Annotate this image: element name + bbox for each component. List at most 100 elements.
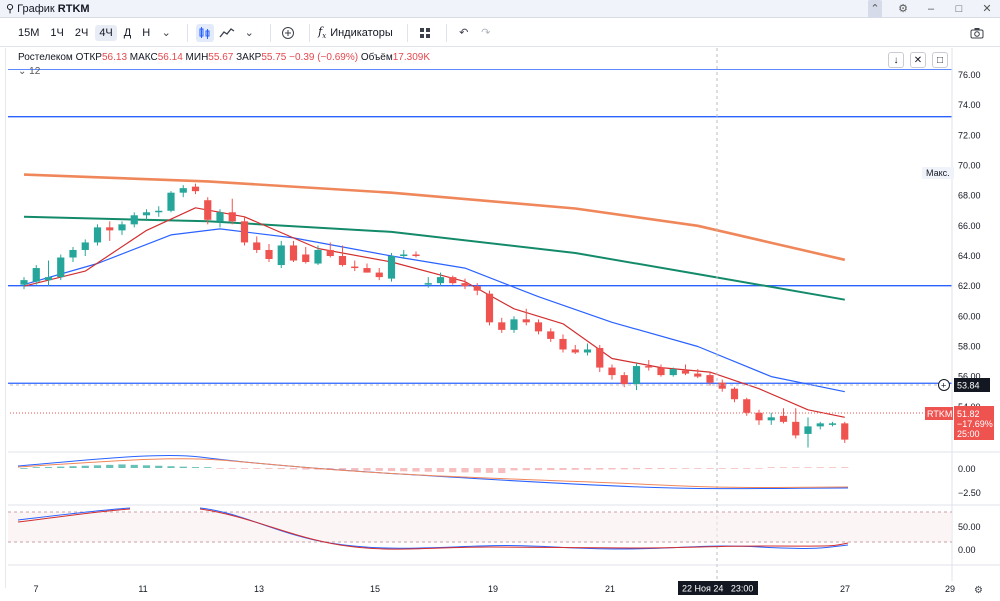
- svg-text:+: +: [941, 381, 946, 391]
- time-tick-label: 29: [945, 584, 955, 594]
- candle-body: [228, 212, 236, 222]
- candle-body: [694, 373, 702, 377]
- candle-body: [289, 245, 298, 261]
- macd-histogram-bar: [363, 468, 371, 471]
- maximize-icon[interactable]: □: [955, 3, 963, 15]
- candle-body: [32, 268, 40, 282]
- collapse-icon[interactable]: ⌃: [868, 0, 882, 18]
- instrument-name[interactable]: Ростелеком: [18, 52, 73, 63]
- chevron-down-icon[interactable]: ⌄: [244, 27, 254, 39]
- axis-settings-icon[interactable]: ⚙: [974, 585, 983, 596]
- close-value: 55.75: [261, 52, 287, 63]
- price-tick-label: 56.00: [958, 372, 981, 382]
- macd-histogram-bar: [534, 468, 543, 471]
- candle-body: [130, 215, 138, 225]
- rsi-band: [8, 512, 952, 542]
- settings-icon[interactable]: ⚙: [898, 3, 908, 15]
- macd-histogram-bar: [412, 468, 420, 472]
- macd-histogram-bar: [779, 467, 788, 468]
- price-tick-label: 74.00: [958, 100, 981, 110]
- redo-icon[interactable]: ↷: [481, 27, 491, 39]
- macd-histogram-bar: [620, 468, 628, 470]
- macd-histogram-bar: [583, 468, 592, 470]
- macd-line: [17, 454, 849, 490]
- candle-body: [485, 293, 494, 323]
- macd-signal-line: [17, 458, 849, 488]
- candle-body: [657, 367, 665, 376]
- timeframe-4h[interactable]: 4Ч: [95, 24, 117, 41]
- price-tick-label: 60.00: [958, 311, 981, 321]
- candle-body: [375, 272, 383, 278]
- macd-histogram-bar: [828, 467, 837, 468]
- max-label: Макс.: [926, 168, 950, 178]
- toolbar-divider: [309, 23, 311, 42]
- time-axis[interactable]: 7 11 13 15 19 21 27 29: [33, 584, 955, 594]
- toolbar-divider: [445, 23, 447, 42]
- timeframe-day[interactable]: Д: [123, 26, 132, 39]
- candle-body: [779, 415, 788, 422]
- macd-histogram-bar: [510, 468, 518, 471]
- candle-body: [841, 423, 849, 440]
- candle-body: [240, 221, 249, 243]
- candle-body: [498, 322, 506, 330]
- last-price-badge: RTKM 51.82 −17.69% 25:00: [925, 406, 994, 440]
- macd-histogram-bar: [204, 467, 212, 468]
- time-tick-label: 11: [138, 584, 147, 594]
- candle-body: [326, 249, 334, 256]
- candle-body: [351, 266, 359, 269]
- time-tick-label: 27: [840, 584, 850, 594]
- time-tick-label: 13: [254, 584, 264, 594]
- candle-body: [424, 283, 432, 285]
- undo-icon[interactable]: ↶: [459, 27, 469, 39]
- indicator-toggle[interactable]: ⌄ 12: [18, 66, 430, 77]
- macd-histogram-bar: [473, 468, 481, 473]
- timeframe-2h[interactable]: 2Ч: [74, 26, 89, 39]
- timeframe-1h[interactable]: 1Ч: [50, 26, 64, 39]
- timeframe-week[interactable]: Н: [142, 26, 151, 39]
- candle-body: [81, 242, 89, 250]
- last-price-change: −17.69%: [957, 419, 993, 429]
- macd-histogram-bar: [106, 464, 114, 468]
- candle-body: [669, 369, 677, 376]
- price-tick-label: 72.00: [958, 130, 981, 140]
- candle-body: [265, 249, 273, 260]
- chevron-down-icon[interactable]: ⌄: [161, 27, 171, 39]
- macd-histogram-bar: [277, 468, 285, 470]
- arrow-down-icon[interactable]: ↓: [888, 52, 904, 68]
- candle-body: [730, 388, 739, 400]
- indicators-button[interactable]: fx Индикаторы: [318, 25, 393, 40]
- line-chart-icon[interactable]: [218, 24, 236, 42]
- candle-body: [191, 186, 200, 192]
- drawing-tools-bar[interactable]: [0, 48, 6, 588]
- camera-icon[interactable]: [968, 24, 986, 42]
- add-compare-icon[interactable]: [279, 24, 297, 42]
- layouts-grid-icon[interactable]: [416, 24, 434, 42]
- price-axis-bg: [952, 48, 1000, 581]
- macd-histogram-bar: [142, 465, 151, 468]
- indicators-label: Индикаторы: [330, 26, 393, 39]
- macd-histogram-bar: [375, 468, 383, 471]
- candle-body: [804, 426, 812, 434]
- minimize-icon[interactable]: –: [927, 3, 935, 15]
- maximize-pane-icon[interactable]: □: [932, 52, 948, 68]
- rsi-signal-line: [17, 508, 849, 550]
- macd-histogram-bar: [57, 466, 65, 468]
- ma-blue-line: [23, 228, 845, 393]
- volume-label: Объём: [360, 52, 393, 63]
- toolbar-divider: [270, 23, 272, 42]
- candle-body: [302, 254, 310, 263]
- macd-histogram-bar: [338, 468, 347, 471]
- price-tick-label: 68.00: [958, 191, 981, 201]
- candle-body: [412, 254, 420, 256]
- collapse-pane-icon[interactable]: ✕: [910, 52, 926, 68]
- macd-histogram-bar: [118, 464, 126, 468]
- price-axis[interactable]: 76.00 74.00 72.00 70.00 68.00 66.00 64.00 62.00…: [951, 48, 1000, 581]
- candles-icon[interactable]: [196, 23, 215, 42]
- candle-body: [718, 382, 726, 389]
- timeframe-15m[interactable]: 15М: [18, 26, 40, 39]
- close-icon[interactable]: ✕: [982, 3, 992, 15]
- candle-body: [363, 268, 371, 273]
- search-icon[interactable]: ⚲: [6, 3, 15, 15]
- candle-body: [645, 366, 653, 368]
